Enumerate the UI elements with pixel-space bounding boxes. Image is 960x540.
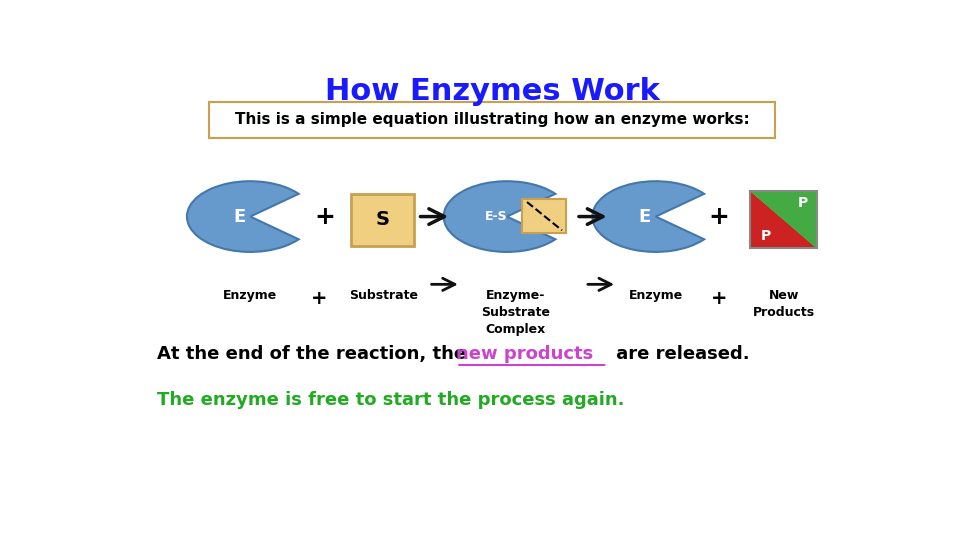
FancyBboxPatch shape [522,199,565,233]
Text: Enzyme-
Substrate
Complex: Enzyme- Substrate Complex [481,289,550,336]
Wedge shape [187,181,299,252]
Text: How Enzymes Work: How Enzymes Work [324,77,660,106]
Text: new products: new products [456,345,593,363]
FancyBboxPatch shape [350,194,414,246]
Text: This is a simple equation illustrating how an enzyme works:: This is a simple equation illustrating h… [234,112,750,127]
Text: Substrate: Substrate [349,289,419,302]
Text: E: E [638,207,651,226]
Text: New
Products: New Products [753,289,815,319]
Text: Enzyme: Enzyme [223,289,277,302]
Polygon shape [751,192,816,248]
Polygon shape [751,192,816,248]
Text: S: S [375,210,389,229]
Text: E: E [233,207,245,226]
Text: The enzyme is free to start the process again.: The enzyme is free to start the process … [157,390,625,409]
Text: P: P [798,196,808,210]
Text: E-S: E-S [485,210,507,223]
FancyBboxPatch shape [209,102,775,138]
Text: +: + [710,289,727,308]
Text: +: + [708,205,730,228]
Text: P: P [760,229,771,243]
Text: Enzyme: Enzyme [629,289,683,302]
Text: are released.: are released. [610,345,749,363]
Text: +: + [314,205,335,228]
Wedge shape [444,181,555,252]
Wedge shape [592,181,704,252]
Text: +: + [311,289,327,308]
Text: At the end of the reaction, the: At the end of the reaction, the [157,345,472,363]
